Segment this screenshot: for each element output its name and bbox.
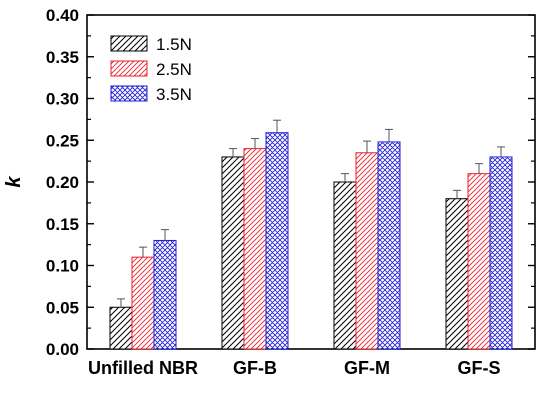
y-tick-label: 0.40: [46, 6, 79, 25]
y-tick-label: 0.10: [46, 257, 79, 276]
bar-1.5N-GF-M: [333, 181, 357, 350]
bar-3.5N-GF-S: [489, 156, 513, 350]
bar-1.5N-GF-S: [445, 198, 469, 350]
bar-3.5N-Unfilled NBR: [153, 239, 177, 350]
bar-3.5N-GF-M: [377, 141, 401, 350]
y-axis: 0.00 0.05 0.10 0.15 0.20 0.25 0.30 0.35 0.40: [46, 6, 535, 359]
bar-3.5N-GF-B: [265, 132, 289, 350]
y-tick-label: 0.25: [46, 131, 79, 150]
error-bar-group: [117, 119, 505, 308]
legend-label: 3.5N: [156, 85, 192, 104]
y-tick-label: 0.15: [46, 215, 79, 234]
bar-2.5N-Unfilled NBR: [131, 256, 155, 350]
legend-swatch-2.5N: [110, 60, 148, 77]
bar-1.5N-GF-B: [221, 156, 245, 350]
legend-swatch-1.5N: [110, 35, 148, 52]
legend: 1.5N 2.5N 3.5N: [110, 35, 192, 104]
bar-1.5N-Unfilled NBR: [109, 306, 133, 350]
x-category-label: GF-S: [458, 358, 501, 378]
legend-label: 1.5N: [156, 35, 192, 54]
y-tick-label: 0.05: [46, 298, 79, 317]
x-category-label: Unfilled NBR: [88, 358, 198, 378]
x-category-label: GF-M: [344, 358, 390, 378]
bar-2.5N-GF-S: [467, 173, 491, 350]
y-axis-title: k: [3, 176, 25, 188]
bar-series-group: [109, 132, 513, 350]
y-tick-label: 0.35: [46, 48, 79, 67]
legend-swatch-3.5N: [110, 85, 148, 102]
bar-2.5N-GF-M: [355, 152, 379, 350]
bar-2.5N-GF-B: [243, 148, 267, 350]
x-axis: Unfilled NBR GF-B GF-M GF-S: [88, 342, 501, 378]
legend-label: 2.5N: [156, 60, 192, 79]
y-tick-label: 0.00: [46, 340, 79, 359]
y-tick-label: 0.30: [46, 90, 79, 109]
y-tick-label: 0.20: [46, 173, 79, 192]
x-category-label: GF-B: [233, 358, 277, 378]
